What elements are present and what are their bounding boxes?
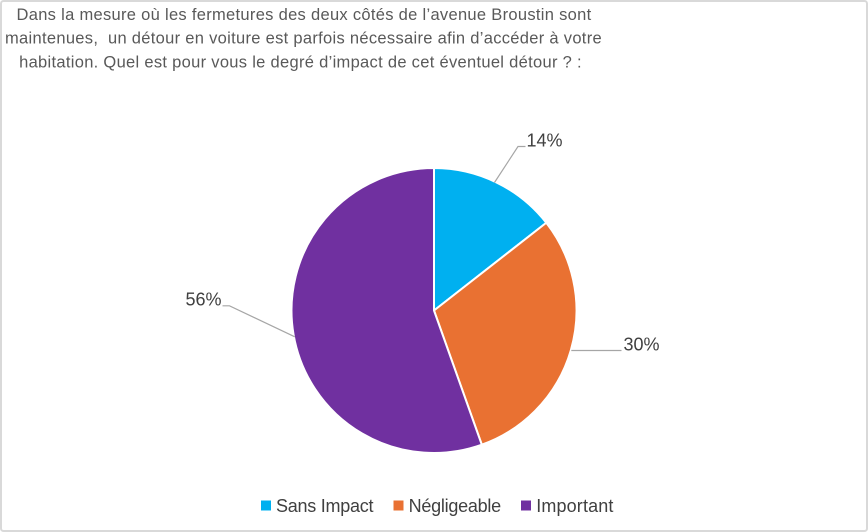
svg-text:14%: 14% bbox=[527, 130, 563, 150]
svg-text:maintenues, un détour en voit: maintenues, un détour en voiture est par… bbox=[5, 30, 602, 48]
svg-text:56%: 56% bbox=[186, 289, 222, 309]
svg-text:Important: Important bbox=[536, 496, 613, 516]
svg-text:Sans Impact: Sans Impact bbox=[276, 496, 374, 516]
svg-text:Négligeable: Négligeable bbox=[409, 496, 502, 516]
svg-text:Dans la mesure où les fermetur: Dans la mesure où les fermetures des deu… bbox=[17, 6, 592, 24]
svg-text:habitation. Quel est pour vous: habitation. Quel est pour vous le degré … bbox=[19, 53, 582, 71]
svg-text:30%: 30% bbox=[624, 335, 660, 355]
